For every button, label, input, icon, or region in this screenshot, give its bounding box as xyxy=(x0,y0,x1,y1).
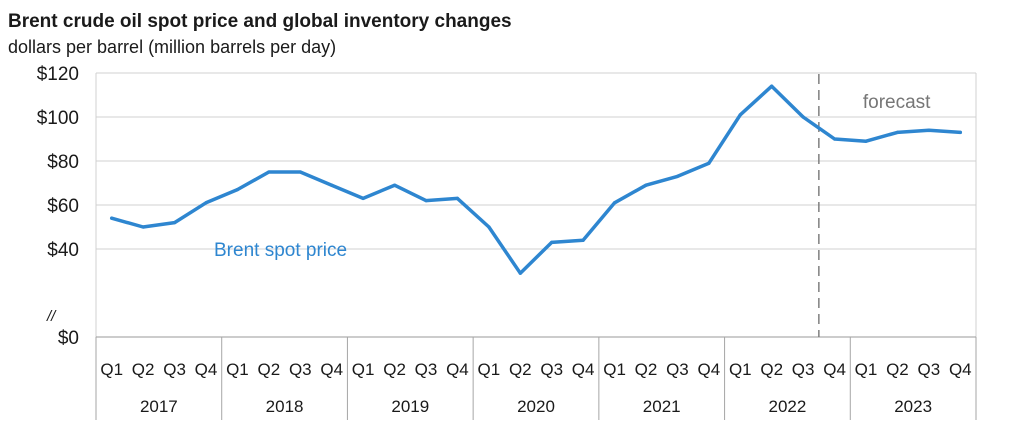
data-point xyxy=(644,183,648,187)
quarter-tick-label: Q1 xyxy=(729,360,752,379)
data-point xyxy=(204,201,208,205)
axis-break-mark: // xyxy=(46,308,57,325)
quarter-tick-label: Q2 xyxy=(132,360,155,379)
data-point xyxy=(801,115,805,119)
quarter-tick-label: Q3 xyxy=(918,360,941,379)
data-point xyxy=(235,188,240,192)
data-point xyxy=(330,183,334,187)
quarter-tick-label: Q3 xyxy=(163,360,186,379)
y-tick-label: $80 xyxy=(47,152,79,173)
quarter-tick-label: Q4 xyxy=(572,360,595,379)
data-point xyxy=(770,84,774,88)
quarter-tick-label: Q4 xyxy=(949,360,972,379)
series-lines: Brent spot price xyxy=(109,84,963,275)
forecast-label: forecast xyxy=(863,92,931,113)
y-tick-label: $40 xyxy=(47,240,79,261)
data-point xyxy=(110,216,114,220)
year-tick-label: 2017 xyxy=(140,397,178,416)
quarter-tick-label: Q3 xyxy=(289,360,312,379)
quarter-tick-label: Q3 xyxy=(792,360,815,379)
year-tick-label: 2018 xyxy=(266,397,304,416)
x-axis: Q1 Q2 Q3 Q4 Q1 Q2 Q3 Q4 Q1 Q2 Q3 Q4 Q1 Q2 Q3 Q4 Q1 Q2 Q3 Q4… xyxy=(95,337,977,420)
quarter-tick-label: Q2 xyxy=(886,360,909,379)
y-tick-label: $0 xyxy=(58,328,79,349)
quarter-tick-label: Q2 xyxy=(258,360,281,379)
data-point xyxy=(361,196,365,200)
data-point xyxy=(707,161,711,165)
quarter-tick-label: Q4 xyxy=(446,360,469,379)
quarter-tick-label: Q1 xyxy=(478,360,501,379)
quarter-tick-label: Q3 xyxy=(540,360,563,379)
chart-title: Brent crude oil spot price and global in… xyxy=(8,11,512,32)
data-point xyxy=(612,201,617,205)
data-point xyxy=(455,196,460,200)
quarter-tick-label: Q2 xyxy=(509,360,532,379)
year-tick-label: 2022 xyxy=(769,397,807,416)
quarter-tick-label: Q1 xyxy=(226,360,249,379)
quarter-tick-label: Q1 xyxy=(352,360,375,379)
data-point xyxy=(895,130,900,134)
y-tick-label: $120 xyxy=(37,64,79,85)
y-tick-label: $60 xyxy=(47,196,79,217)
y-axis-ticks: $0 $40 $60 $80 $100 $120 xyxy=(37,64,79,349)
quarter-tick-label: Q1 xyxy=(855,360,878,379)
data-point xyxy=(172,221,177,225)
data-point xyxy=(550,240,554,244)
quarter-tick-label: Q1 xyxy=(603,360,626,379)
year-tick-label: 2020 xyxy=(517,397,555,416)
quarter-tick-label: Q2 xyxy=(760,360,783,379)
quarter-tick-label: Q2 xyxy=(383,360,406,379)
quarter-tick-label: Q3 xyxy=(415,360,438,379)
series-label: Brent spot price xyxy=(214,240,347,261)
quarter-tick-label: Q3 xyxy=(666,360,689,379)
data-point xyxy=(738,113,742,117)
gridlines xyxy=(95,72,977,338)
quarter-tick-label: Q4 xyxy=(320,360,343,379)
quarter-tick-label: Q1 xyxy=(100,360,123,379)
y-tick-label: $100 xyxy=(37,108,79,129)
quarter-tick-label: Q2 xyxy=(635,360,658,379)
quarter-tick-label: Q4 xyxy=(195,360,218,379)
quarter-tick-label: Q4 xyxy=(823,360,846,379)
data-point xyxy=(518,271,522,275)
data-point xyxy=(927,128,931,132)
data-point xyxy=(864,139,868,143)
forecast-marker: forecast xyxy=(818,74,931,337)
data-point xyxy=(298,170,302,174)
chart-subtitle: dollars per barrel (million barrels per … xyxy=(8,37,336,57)
data-point xyxy=(392,183,397,187)
data-point xyxy=(958,130,962,134)
data-point xyxy=(141,225,145,229)
data-point xyxy=(487,225,491,229)
year-tick-label: 2019 xyxy=(391,397,429,416)
data-point xyxy=(581,238,585,242)
year-tick-label: 2021 xyxy=(643,397,681,416)
data-point xyxy=(267,170,271,174)
year-tick-label: 2023 xyxy=(894,397,932,416)
data-point xyxy=(424,199,428,203)
data-point xyxy=(675,174,680,178)
series-line xyxy=(109,84,963,275)
quarter-tick-label: Q4 xyxy=(698,360,721,379)
data-point xyxy=(832,137,837,141)
